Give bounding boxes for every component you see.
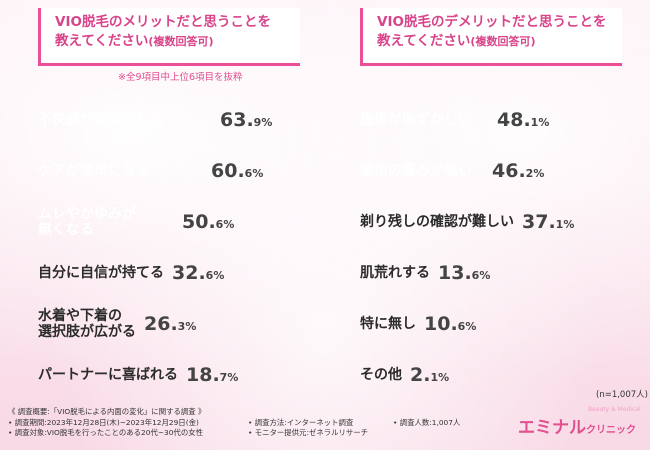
- merit-value-6: 18.7%: [186, 364, 239, 386]
- logo-sub: クリニック: [586, 425, 636, 436]
- demerit-value-3: 37.1%: [522, 211, 575, 233]
- demerit-bar-1: 施術が恥ずかしい: [354, 101, 491, 139]
- footer-period: • 調査期間:2023年12月28日(木)~2023年12月29日(金): [8, 417, 199, 427]
- merit-value-4: 32.6%: [172, 262, 225, 284]
- demerit-title-line1: VIO脱毛のデメリットだと思うことを: [377, 14, 607, 30]
- footer-count: • 調査人数:1,007人: [393, 417, 461, 427]
- footer-target: • 調査対象:VIO脱毛を行ったことのある20代~30代の女性: [8, 428, 203, 437]
- merit-bar-1: 不快感が軽減される: [32, 101, 214, 139]
- logo-tag: Beauty & Medical: [588, 406, 641, 413]
- demerit-panel: VIO脱毛のデメリットだと思うことを 教えてください(複数回答可) 施術が恥ずか…: [330, 8, 650, 403]
- demerit-title-line2: 教えてください: [377, 33, 471, 49]
- merit-bar-6: パートナーに喜ばれる: [32, 356, 178, 394]
- merit-bar-label-6: パートナーに喜ばれる: [38, 367, 178, 383]
- merit-bar-4: 自分に自信が持てる: [32, 254, 164, 292]
- merit-bar-label-5: 水着や下着の 選択肢が広がる: [38, 308, 136, 340]
- demerit-bar-4: 肌荒れする: [354, 254, 430, 292]
- merit-question-box: VIO脱毛のメリットだと思うことを 教えてください(複数回答可): [38, 8, 300, 66]
- survey-footer: 《 調査概要:「VIO脱毛による内面の変化」に関する調査 》 • 調査期間:20…: [8, 407, 460, 439]
- merit-bar-label-3: ムレやかゆみが 無くなる: [38, 206, 136, 238]
- clinic-logo: Beauty & Medical エミナルクリニック: [518, 406, 641, 438]
- merit-title-line1: VIO脱毛のメリットだと思うことを: [55, 14, 271, 30]
- demerit-title-suffix: (複数回答可): [470, 35, 536, 48]
- merit-note: ※全9項目中上位6項目を抜粋: [118, 72, 243, 83]
- demerit-value-4: 13.6%: [438, 262, 491, 284]
- demerit-question-box: VIO脱毛のデメリットだと思うことを 教えてください(複数回答可): [360, 8, 622, 66]
- merit-bar-label-1: 不快感が軽減される: [38, 112, 164, 128]
- merit-bar-2: ケアが簡単になる: [32, 152, 205, 190]
- demerit-bar-label-3: 剃り残しの確認が難しい: [360, 214, 514, 230]
- merit-bar-label-4: 自分に自信が持てる: [38, 265, 164, 281]
- merit-value-5: 26.3%: [144, 313, 197, 335]
- merit-value-2: 60.6%: [211, 160, 264, 182]
- demerit-bar-label-2: 施術の痛みが強い: [360, 163, 472, 179]
- demerit-bar-5: 特に無し: [354, 305, 416, 343]
- merit-bar-label-2: ケアが簡単になる: [38, 163, 150, 179]
- demerit-value-6: 2.1%: [410, 364, 450, 386]
- merit-value-3: 50.6%: [182, 211, 235, 233]
- merit-bar-3: ムレやかゆみが 無くなる: [32, 203, 176, 241]
- merit-title-suffix: (複数回答可): [148, 35, 214, 48]
- demerit-bar-label-6: その他: [360, 367, 402, 383]
- demerit-value-2: 46.2%: [492, 160, 545, 182]
- demerit-bar-2: 施術の痛みが強い: [354, 152, 486, 190]
- merit-value-1: 63.9%: [220, 109, 273, 131]
- demerit-bar-3: 剃り残しの確認が難しい: [354, 203, 514, 241]
- demerit-bar-label-1: 施術が恥ずかしい: [360, 112, 472, 128]
- demerit-value-1: 48.1%: [497, 109, 550, 131]
- demerit-value-5: 10.6%: [424, 313, 477, 335]
- footer-monitor: • モニター提供元:ゼネラルリサーチ: [248, 428, 369, 437]
- demerit-bar-label-4: 肌荒れする: [360, 265, 430, 281]
- footer-title: 《 調査概要:「VIO脱毛による内面の変化」に関する調査 》: [8, 407, 206, 416]
- merit-panel: VIO脱毛のメリットだと思うことを 教えてください(複数回答可) ※全9項目中上…: [8, 8, 328, 403]
- merit-bar-5: 水着や下着の 選択肢が広がる: [32, 305, 136, 343]
- demerit-bar-6: その他: [354, 356, 402, 394]
- merit-title-line2: 教えてください: [55, 33, 149, 49]
- footer-method: • 調査方法:インターネット調査: [248, 417, 354, 427]
- sample-size: (n=1,007人): [596, 390, 648, 400]
- logo-main: エミナル: [518, 418, 586, 438]
- demerit-bar-label-5: 特に無し: [360, 316, 416, 332]
